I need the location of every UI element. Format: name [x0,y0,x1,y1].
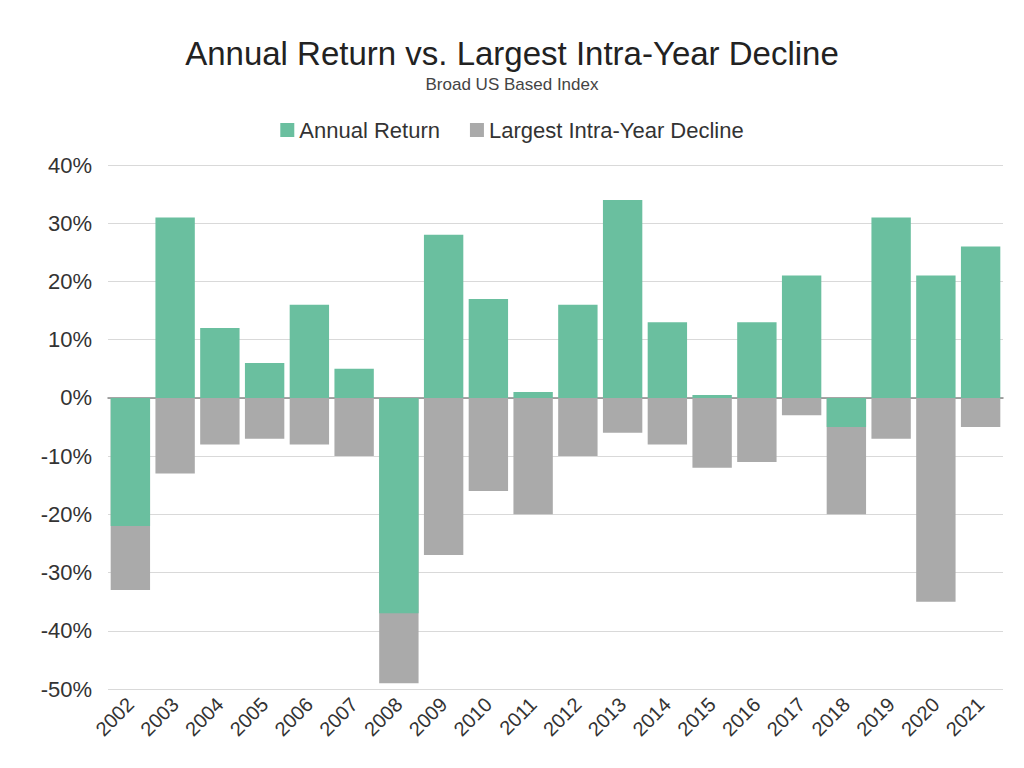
svg-text:-50%: -50% [41,677,92,702]
svg-text:Largest Intra-Year Decline: Largest Intra-Year Decline [489,118,744,143]
svg-text:2021: 2021 [941,693,988,740]
svg-text:2003: 2003 [136,693,183,740]
svg-text:-20%: -20% [41,502,92,527]
svg-text:2008: 2008 [360,693,407,740]
svg-text:2004: 2004 [181,693,228,740]
svg-text:2013: 2013 [583,693,630,740]
svg-text:2020: 2020 [897,693,944,740]
svg-text:-40%: -40% [41,618,92,643]
svg-text:2009: 2009 [404,693,451,740]
svg-text:2011: 2011 [495,693,541,739]
svg-text:2015: 2015 [673,693,720,740]
svg-text:-10%: -10% [41,444,92,469]
svg-text:2016: 2016 [718,693,765,740]
svg-text:2002: 2002 [91,693,138,740]
svg-text:0%: 0% [60,385,92,410]
svg-text:2007: 2007 [315,693,362,740]
svg-text:2010: 2010 [449,693,496,740]
svg-text:2018: 2018 [807,693,854,740]
svg-text:Annual Return vs. Largest Intr: Annual Return vs. Largest Intra-Year Dec… [185,35,839,72]
svg-text:2017: 2017 [762,693,809,740]
svg-text:2012: 2012 [539,693,586,740]
svg-text:2019: 2019 [852,693,899,740]
svg-text:-30%: -30% [41,560,92,585]
svg-text:30%: 30% [48,211,92,236]
svg-text:10%: 10% [48,327,92,352]
svg-text:2005: 2005 [225,693,272,740]
svg-text:20%: 20% [48,269,92,294]
svg-text:Annual Return: Annual Return [299,118,440,143]
svg-text:2006: 2006 [270,693,317,740]
svg-text:40%: 40% [48,153,92,178]
svg-text:Broad US Based Index: Broad US Based Index [426,75,599,94]
svg-text:2014: 2014 [628,693,675,740]
